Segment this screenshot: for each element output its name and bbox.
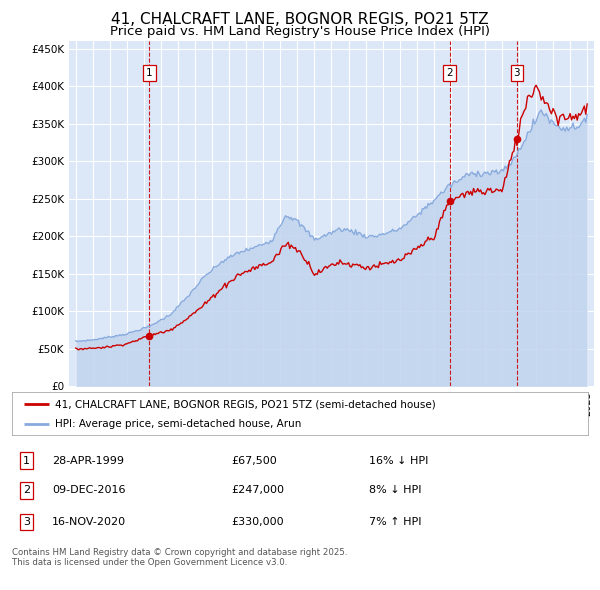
Text: 3: 3 (514, 68, 520, 78)
Text: 41, CHALCRAFT LANE, BOGNOR REGIS, PO21 5TZ (semi-detached house): 41, CHALCRAFT LANE, BOGNOR REGIS, PO21 5… (55, 399, 436, 409)
Text: £330,000: £330,000 (231, 517, 284, 527)
Text: 16% ↓ HPI: 16% ↓ HPI (369, 455, 428, 466)
Text: 2: 2 (23, 486, 30, 495)
Text: Contains HM Land Registry data © Crown copyright and database right 2025.
This d: Contains HM Land Registry data © Crown c… (12, 548, 347, 567)
Text: £67,500: £67,500 (231, 455, 277, 466)
Text: 2: 2 (446, 68, 453, 78)
Text: Price paid vs. HM Land Registry's House Price Index (HPI): Price paid vs. HM Land Registry's House … (110, 25, 490, 38)
Text: 7% ↑ HPI: 7% ↑ HPI (369, 517, 422, 527)
Text: 1: 1 (23, 455, 30, 466)
Text: 1: 1 (146, 68, 153, 78)
Text: 16-NOV-2020: 16-NOV-2020 (52, 517, 127, 527)
Text: HPI: Average price, semi-detached house, Arun: HPI: Average price, semi-detached house,… (55, 419, 302, 429)
Text: 09-DEC-2016: 09-DEC-2016 (52, 486, 126, 495)
Text: £247,000: £247,000 (231, 486, 284, 495)
Text: 28-APR-1999: 28-APR-1999 (52, 455, 124, 466)
Text: 8% ↓ HPI: 8% ↓ HPI (369, 486, 422, 495)
Text: 41, CHALCRAFT LANE, BOGNOR REGIS, PO21 5TZ: 41, CHALCRAFT LANE, BOGNOR REGIS, PO21 5… (111, 12, 489, 27)
Text: 3: 3 (23, 517, 30, 527)
